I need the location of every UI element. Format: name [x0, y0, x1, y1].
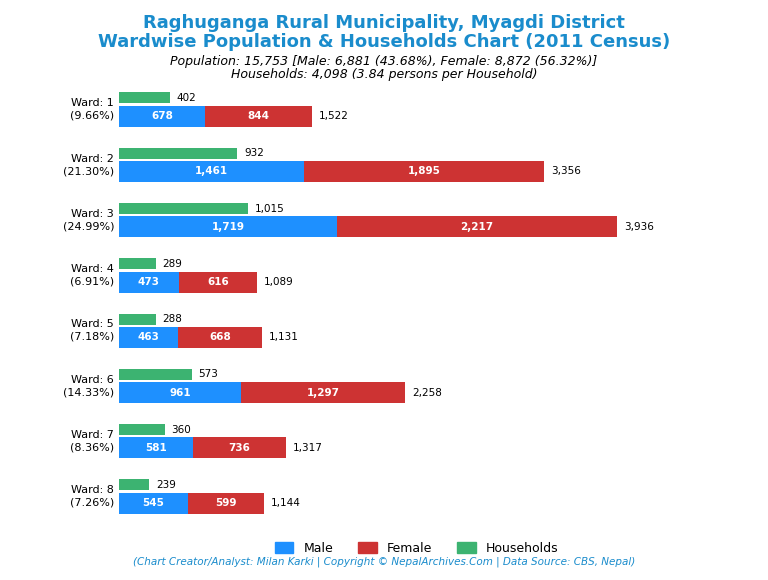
- Text: Population: 15,753 [Male: 6,881 (43.68%), Female: 8,872 (56.32%)]: Population: 15,753 [Male: 6,881 (43.68%)…: [170, 55, 598, 68]
- Text: 2,258: 2,258: [412, 387, 442, 398]
- Text: 1,131: 1,131: [270, 332, 299, 342]
- Text: 463: 463: [137, 332, 159, 342]
- Bar: [205, 106, 312, 126]
- Text: 545: 545: [143, 498, 164, 508]
- Bar: [119, 216, 336, 237]
- Text: 599: 599: [215, 498, 237, 508]
- Bar: [119, 314, 155, 325]
- Text: 736: 736: [228, 443, 250, 453]
- Bar: [336, 216, 617, 237]
- Text: 288: 288: [163, 314, 182, 324]
- Bar: [119, 424, 164, 435]
- Bar: [193, 437, 286, 458]
- Text: 1,895: 1,895: [408, 166, 441, 176]
- Bar: [119, 492, 188, 514]
- Text: 1,317: 1,317: [293, 443, 323, 453]
- Text: 573: 573: [199, 369, 218, 379]
- Text: 932: 932: [244, 148, 264, 158]
- Legend: Male, Female, Households: Male, Female, Households: [270, 536, 564, 560]
- Text: 360: 360: [171, 425, 191, 434]
- Bar: [119, 382, 240, 403]
- Bar: [177, 327, 262, 348]
- Text: 616: 616: [207, 277, 229, 287]
- Bar: [119, 258, 156, 269]
- Text: 473: 473: [138, 277, 160, 287]
- Text: Raghuganga Rural Municipality, Myagdi District: Raghuganga Rural Municipality, Myagdi Di…: [143, 14, 625, 32]
- Bar: [179, 271, 257, 292]
- Bar: [119, 203, 247, 214]
- Bar: [119, 271, 179, 292]
- Text: 402: 402: [177, 93, 197, 103]
- Bar: [188, 492, 264, 514]
- Bar: [119, 480, 149, 491]
- Text: 3,936: 3,936: [624, 222, 654, 232]
- Text: Wardwise Population & Households Chart (2011 Census): Wardwise Population & Households Chart (…: [98, 33, 670, 51]
- Text: 668: 668: [209, 332, 231, 342]
- Text: 1,461: 1,461: [195, 166, 228, 176]
- Text: Households: 4,098 (3.84 persons per Household): Households: 4,098 (3.84 persons per Hous…: [230, 68, 538, 81]
- Bar: [119, 437, 193, 458]
- Text: 1,089: 1,089: [264, 277, 293, 287]
- Bar: [119, 369, 191, 380]
- Text: (Chart Creator/Analyst: Milan Karki | Copyright © NepalArchives.Com | Data Sourc: (Chart Creator/Analyst: Milan Karki | Co…: [133, 557, 635, 567]
- Text: 2,217: 2,217: [461, 222, 494, 232]
- Bar: [119, 327, 177, 348]
- Text: 3,356: 3,356: [551, 166, 581, 176]
- Text: 1,144: 1,144: [271, 498, 301, 508]
- Bar: [119, 161, 304, 182]
- Text: 844: 844: [247, 111, 270, 121]
- Bar: [304, 161, 544, 182]
- Text: 289: 289: [163, 259, 183, 269]
- Text: 239: 239: [156, 480, 176, 490]
- Text: 678: 678: [151, 111, 173, 121]
- Bar: [119, 92, 170, 103]
- Text: 961: 961: [169, 387, 190, 398]
- Text: 581: 581: [145, 443, 167, 453]
- Text: 1,522: 1,522: [319, 111, 349, 121]
- Bar: [240, 382, 405, 403]
- Text: 1,297: 1,297: [306, 387, 339, 398]
- Text: 1,015: 1,015: [254, 204, 284, 213]
- Bar: [119, 148, 237, 159]
- Bar: [119, 106, 205, 126]
- Text: 1,719: 1,719: [211, 222, 244, 232]
